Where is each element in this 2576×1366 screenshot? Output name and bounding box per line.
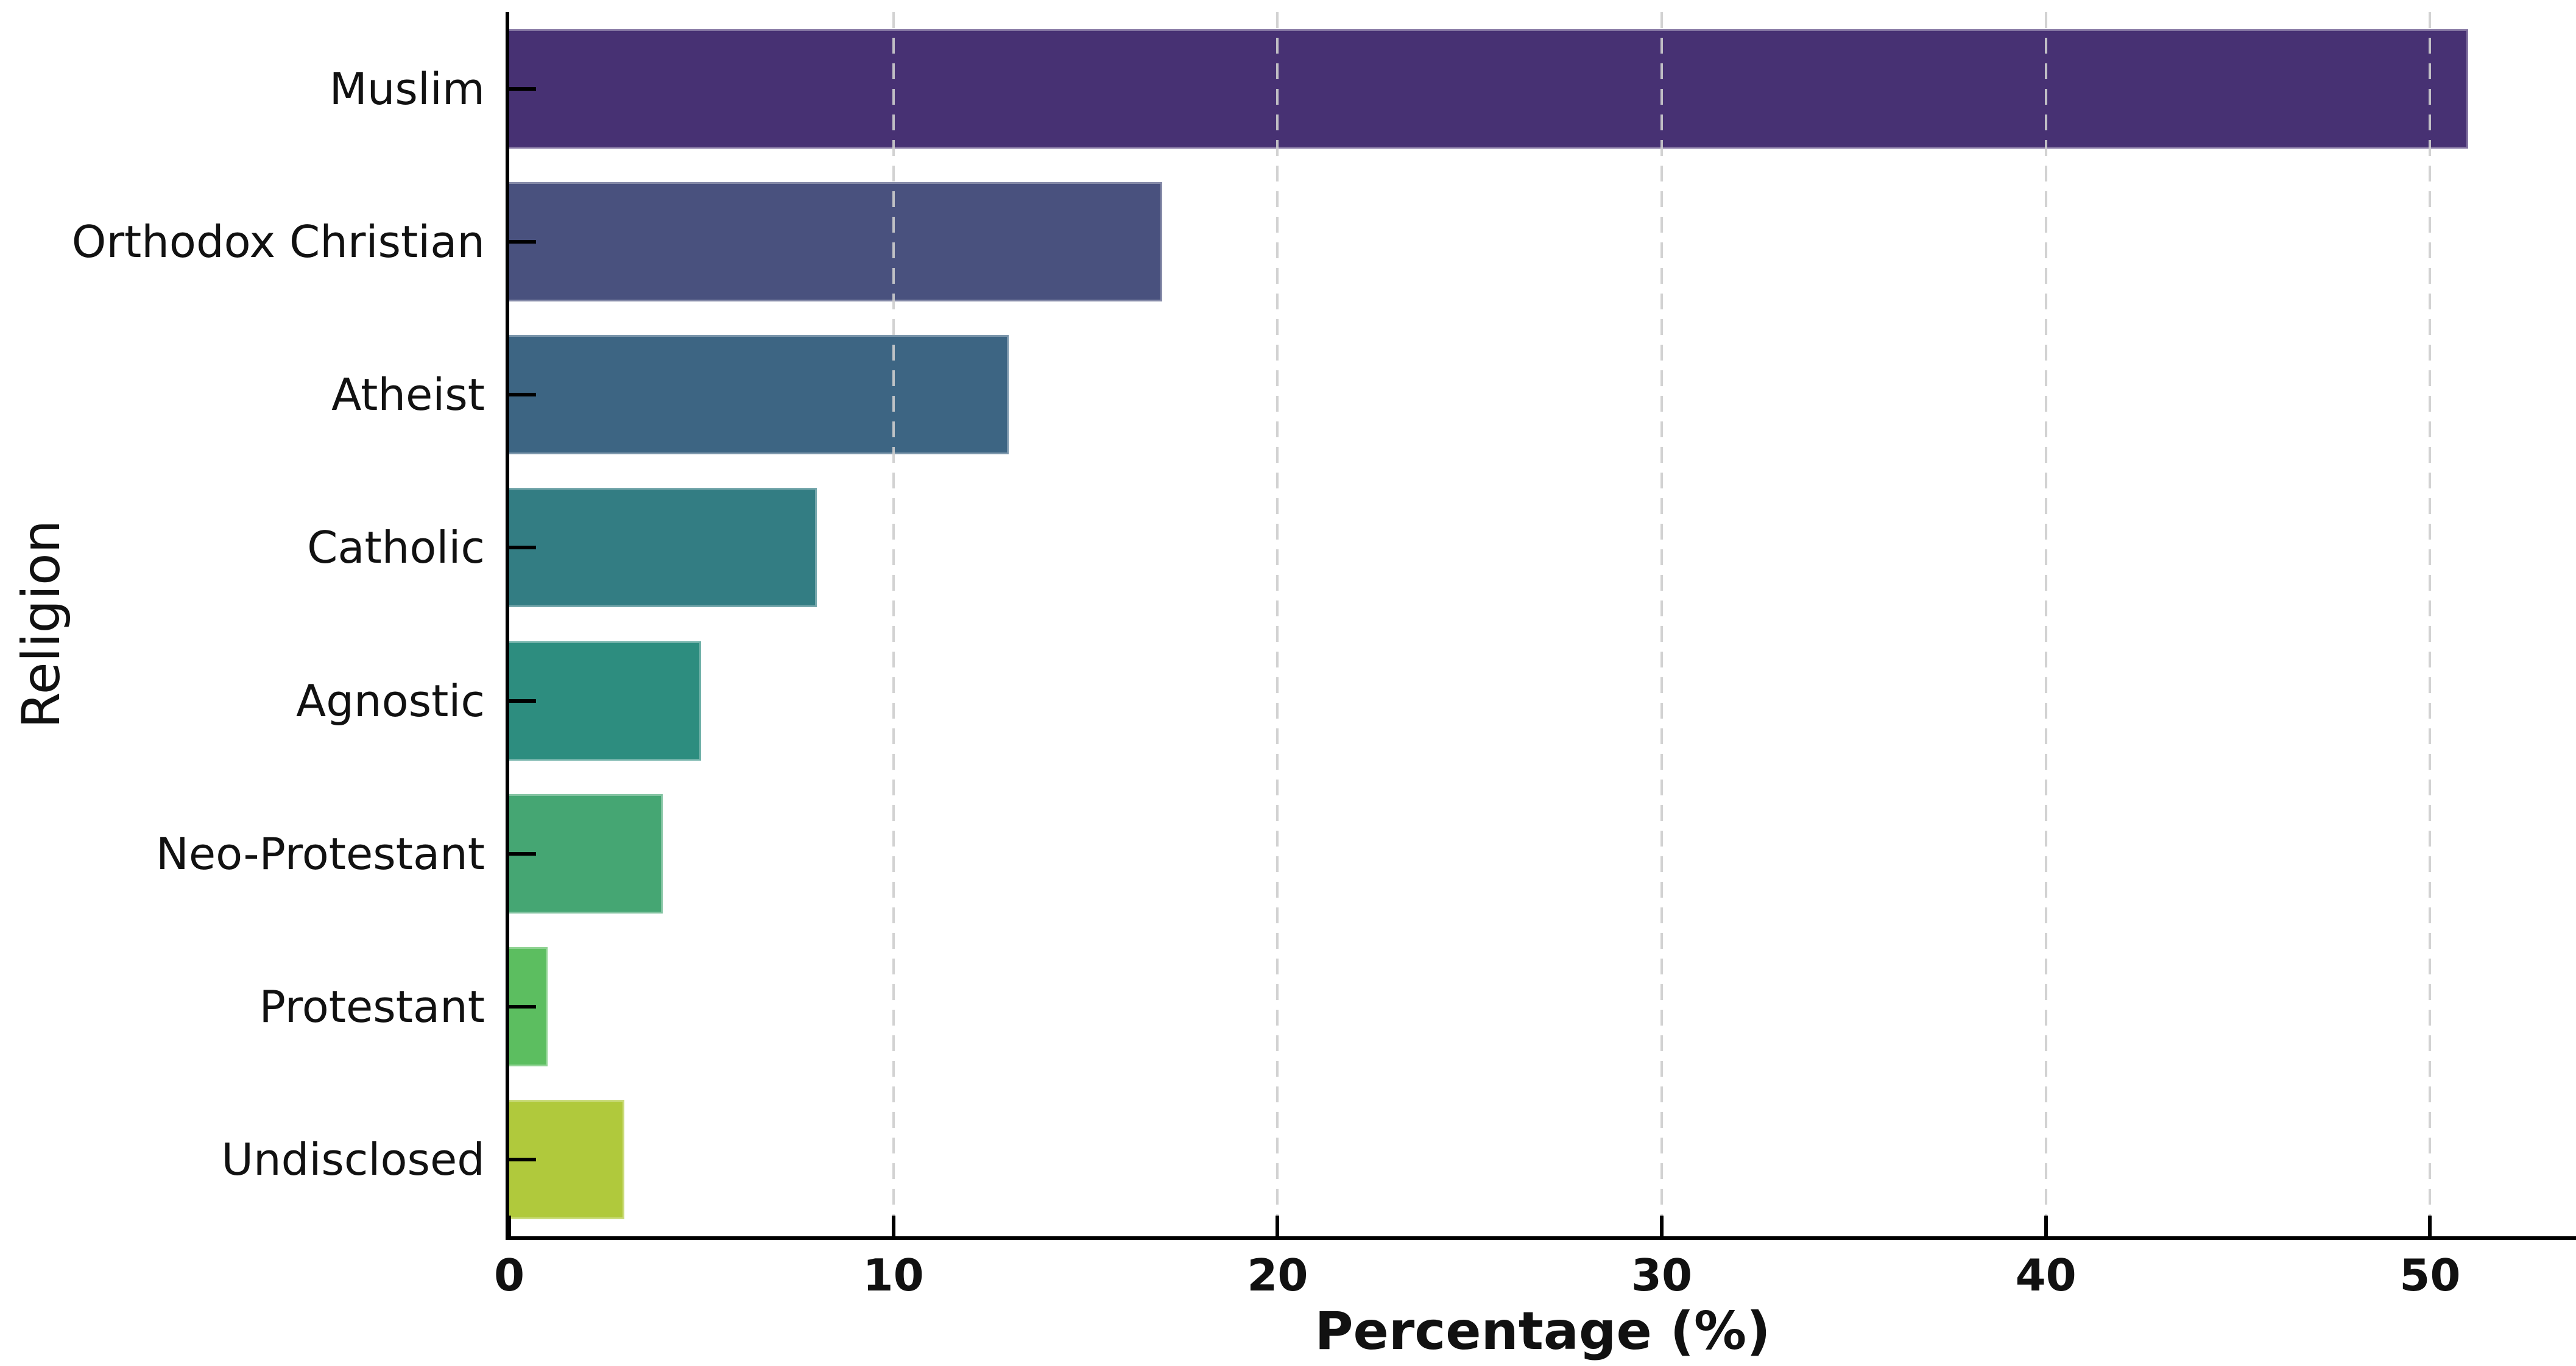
y-axis-spine <box>506 12 509 1240</box>
y-tick-agnostic <box>509 699 536 703</box>
bar-agnostic <box>509 641 702 761</box>
bar-atheist <box>509 335 1009 455</box>
y-tick-muslim <box>509 86 536 91</box>
y-tick-undisclosed <box>509 1158 536 1162</box>
x-axis-label: Percentage (%) <box>1314 1301 1771 1362</box>
x-tick-label-0: 0 <box>493 1250 525 1301</box>
y-tick-atheist <box>509 393 536 397</box>
y-tick-label-undisclosed: Undisclosed <box>221 1134 485 1186</box>
x-tick-10 <box>891 1216 895 1236</box>
gridline-x-10 <box>892 12 895 1236</box>
y-tick-label-agnostic: Agnostic <box>296 675 485 727</box>
bar-muslim <box>509 29 2469 149</box>
y-tick-catholic <box>509 546 536 550</box>
x-tick-label-50: 50 <box>2399 1250 2461 1301</box>
gridline-x-50 <box>2429 12 2432 1236</box>
y-tick-label-neo-protestant: Neo-Protestant <box>156 828 485 879</box>
x-tick-label-10: 10 <box>863 1250 924 1301</box>
x-axis-spine <box>506 1236 2576 1240</box>
x-tick-20 <box>1276 1216 1280 1236</box>
x-tick-40 <box>2044 1216 2048 1236</box>
bar-catholic <box>509 488 817 608</box>
gridline-x-40 <box>2044 12 2047 1236</box>
y-tick-neo-protestant <box>509 851 536 856</box>
x-tick-labels: 0 10 20 30 40 50 <box>494 1250 2576 1304</box>
x-tick-0 <box>507 1216 511 1236</box>
y-tick-label-protestant: Protestant <box>259 981 485 1033</box>
y-tick-protestant <box>509 1005 536 1009</box>
y-tick-label-atheist: Atheist <box>331 369 485 421</box>
x-tick-30 <box>1660 1216 1664 1236</box>
gridline-x-30 <box>1660 12 1663 1236</box>
bar-orthodox-christian <box>509 181 1163 301</box>
plot-area <box>506 12 2576 1240</box>
y-tick-label-orthodox-christian: Orthodox Christian <box>71 216 485 267</box>
x-tick-label-40: 40 <box>2015 1250 2077 1301</box>
y-tick-label-muslim: Muslim <box>329 63 485 114</box>
y-tick-orthodox-christian <box>509 239 536 244</box>
x-tick-50 <box>2428 1216 2432 1236</box>
x-tick-label-30: 30 <box>1631 1250 1693 1301</box>
y-category-labels: Muslim Orthodox Christian Atheist Catholic A… <box>0 12 485 1236</box>
x-tick-label-20: 20 <box>1247 1250 1308 1301</box>
gridline-x-20 <box>1276 12 1279 1236</box>
y-tick-label-catholic: Catholic <box>307 522 485 574</box>
